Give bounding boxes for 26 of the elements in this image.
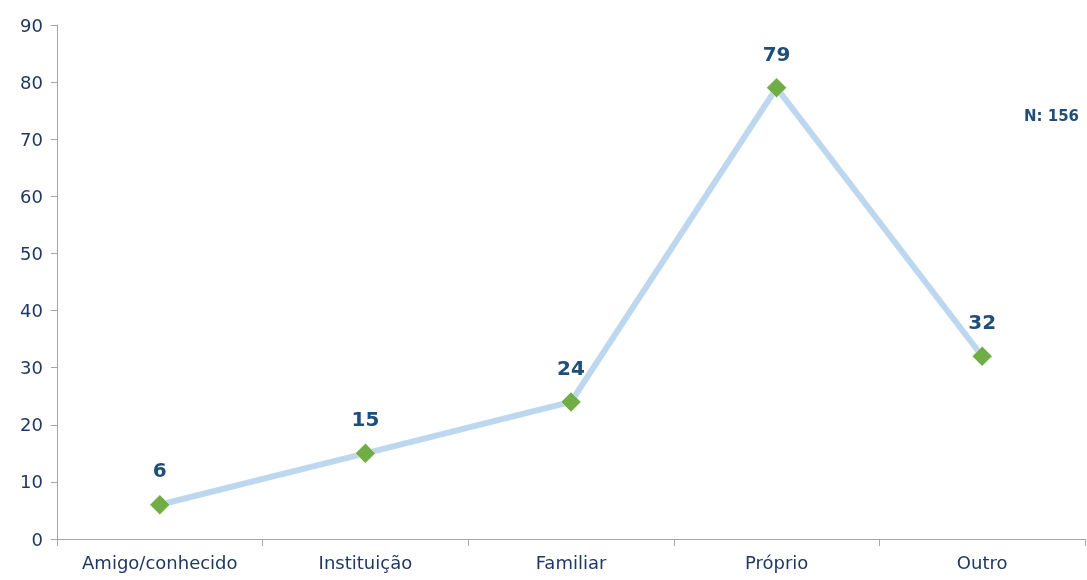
x-tick-label: Instituição — [318, 551, 413, 573]
y-tick-label: 80 — [20, 71, 43, 93]
y-tick-label: 30 — [20, 357, 43, 379]
point — [971, 345, 993, 367]
point — [149, 494, 171, 515]
x-tick-label: Amigo/conhecido — [82, 551, 238, 573]
data-label: 6 — [152, 458, 167, 483]
x-tick-label: Próprio — [744, 551, 809, 573]
y-tick-label: 60 — [20, 185, 43, 207]
y-tick-label: 0 — [31, 528, 43, 550]
point — [355, 443, 376, 464]
y-tick-label: 40 — [20, 300, 43, 322]
data-label: 32 — [968, 309, 997, 334]
x-tick-label: Outro — [956, 551, 1008, 573]
y-tick-label: 50 — [20, 242, 43, 264]
data-label: 79 — [762, 41, 791, 66]
x-tick-label: Familiar — [535, 551, 607, 573]
annotation: N: 156 — [1023, 106, 1080, 125]
point — [766, 77, 787, 99]
y-tick-label: 90 — [20, 14, 43, 36]
data-label: 24 — [557, 355, 585, 380]
data-label: 15 — [351, 407, 380, 432]
y-tick-label: 10 — [20, 471, 43, 493]
point — [560, 391, 582, 413]
y-tick-label: 20 — [20, 414, 43, 436]
y-tick-label: 70 — [20, 128, 43, 150]
